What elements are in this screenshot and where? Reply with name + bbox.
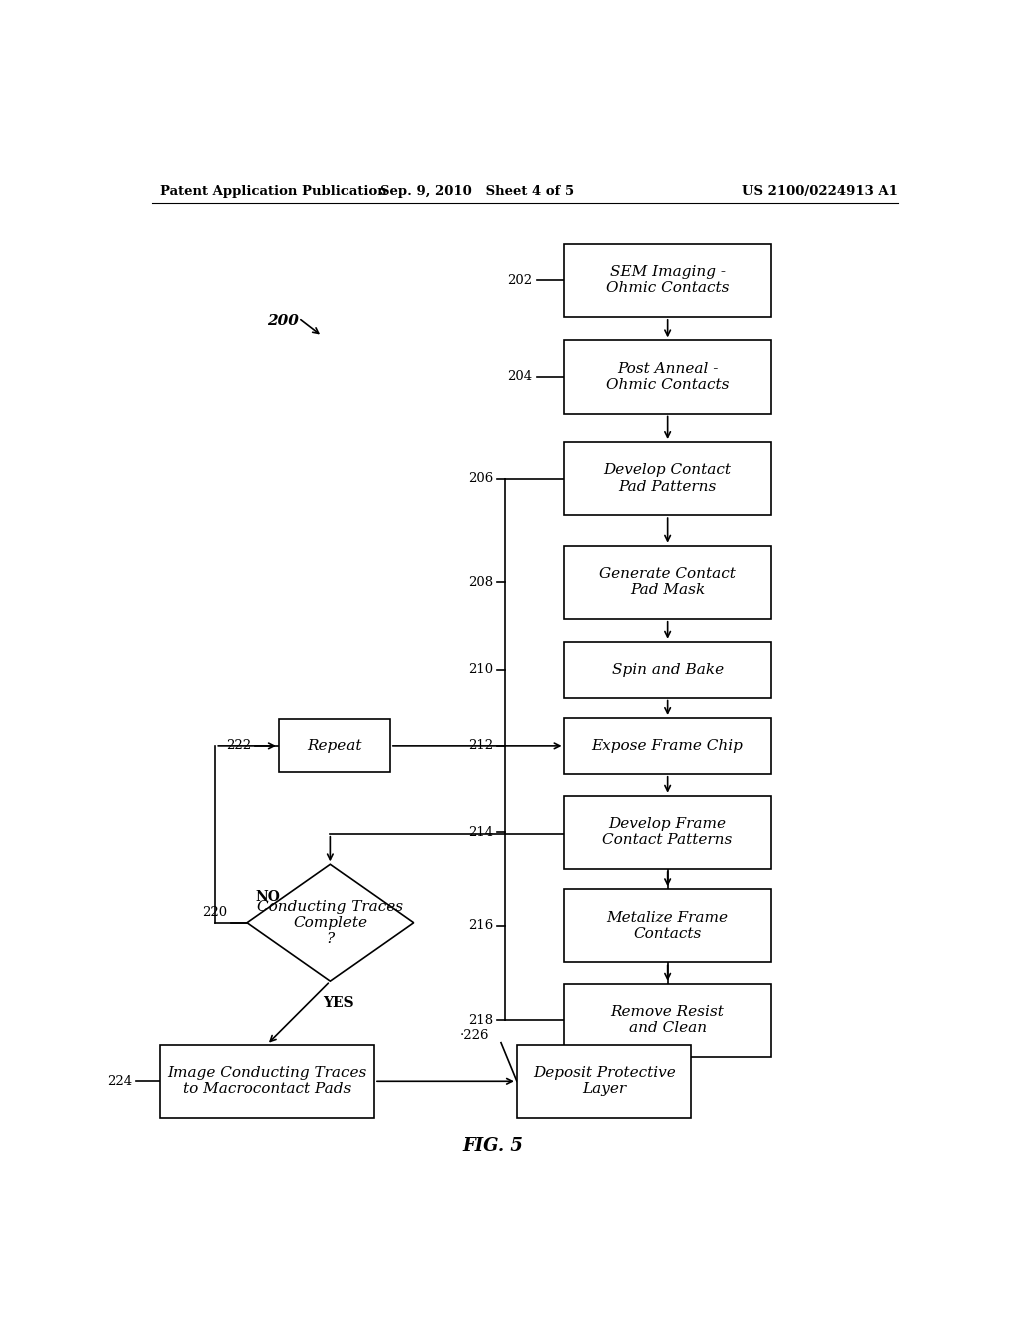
Text: Repeat: Repeat [307, 739, 361, 752]
Text: Develop Contact
Pad Patterns: Develop Contact Pad Patterns [604, 463, 731, 494]
Text: Image Conducting Traces
to Macrocontact Pads: Image Conducting Traces to Macrocontact … [167, 1067, 367, 1097]
Text: 222: 222 [226, 739, 251, 752]
FancyBboxPatch shape [564, 983, 771, 1057]
Text: 214: 214 [468, 826, 494, 838]
Text: FIG. 5: FIG. 5 [463, 1138, 523, 1155]
FancyBboxPatch shape [160, 1044, 374, 1118]
Text: NO: NO [255, 891, 280, 904]
Text: 204: 204 [508, 371, 532, 383]
FancyBboxPatch shape [564, 890, 771, 962]
Polygon shape [247, 865, 414, 981]
FancyBboxPatch shape [564, 642, 771, 697]
FancyBboxPatch shape [564, 718, 771, 774]
Text: Remove Resist
and Clean: Remove Resist and Clean [610, 1006, 725, 1035]
Text: ·226: ·226 [460, 1030, 489, 1041]
FancyBboxPatch shape [279, 719, 390, 772]
FancyBboxPatch shape [564, 244, 771, 317]
Text: Conducting Traces
Complete
?: Conducting Traces Complete ? [257, 899, 403, 946]
Text: 220: 220 [202, 906, 227, 919]
Text: 216: 216 [468, 919, 494, 932]
Text: Metalize Frame
Contacts: Metalize Frame Contacts [606, 911, 729, 941]
Text: 210: 210 [468, 663, 494, 676]
Text: 208: 208 [468, 576, 494, 589]
Text: 202: 202 [508, 273, 532, 286]
Text: US 2100/0224913 A1: US 2100/0224913 A1 [742, 185, 898, 198]
FancyBboxPatch shape [564, 341, 771, 413]
FancyBboxPatch shape [564, 796, 771, 869]
FancyBboxPatch shape [564, 545, 771, 619]
Text: Spin and Bake: Spin and Bake [611, 663, 724, 677]
Text: 200: 200 [267, 314, 299, 329]
Text: 224: 224 [106, 1074, 132, 1088]
Text: SEM Imaging -
Ohmic Contacts: SEM Imaging - Ohmic Contacts [606, 265, 729, 296]
Text: 206: 206 [468, 473, 494, 484]
Text: Deposit Protective
Layer: Deposit Protective Layer [532, 1067, 676, 1097]
FancyBboxPatch shape [564, 442, 771, 515]
Text: Post Anneal -
Ohmic Contacts: Post Anneal - Ohmic Contacts [606, 362, 729, 392]
Text: Develop Frame
Contact Patterns: Develop Frame Contact Patterns [602, 817, 733, 847]
Text: YES: YES [323, 997, 353, 1010]
Text: 218: 218 [468, 1014, 494, 1027]
Text: Sep. 9, 2010   Sheet 4 of 5: Sep. 9, 2010 Sheet 4 of 5 [380, 185, 574, 198]
FancyBboxPatch shape [517, 1044, 691, 1118]
Text: Expose Frame Chip: Expose Frame Chip [592, 739, 743, 752]
Text: Generate Contact
Pad Mask: Generate Contact Pad Mask [599, 568, 736, 598]
Text: 212: 212 [468, 739, 494, 752]
Text: Patent Application Publication: Patent Application Publication [160, 185, 386, 198]
